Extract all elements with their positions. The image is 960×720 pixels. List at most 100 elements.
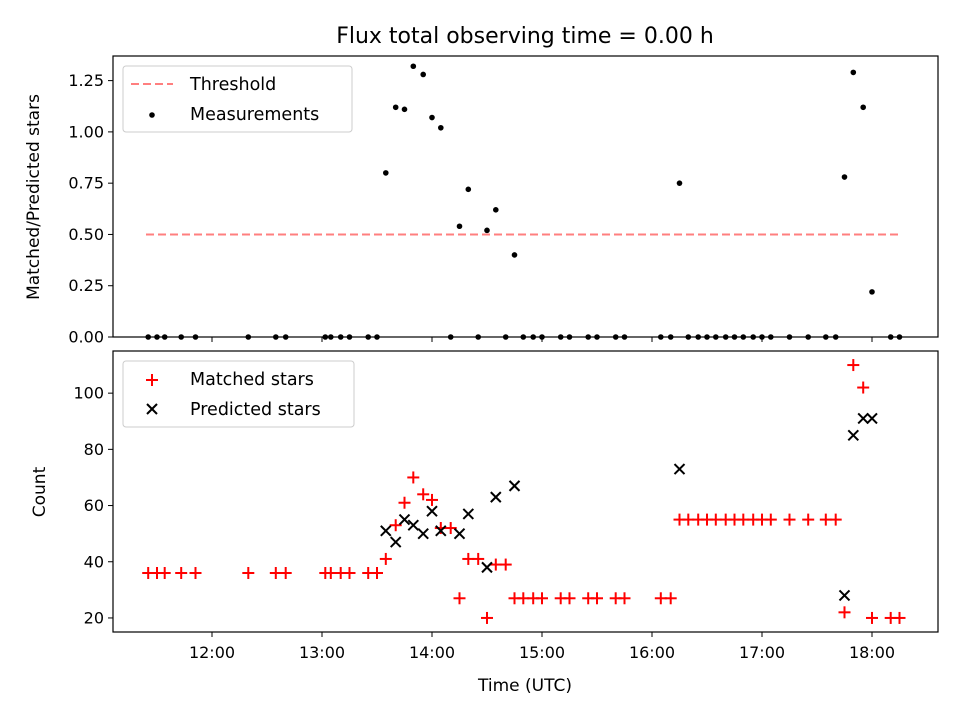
matched-stars-point [379,552,392,565]
top-y-tick-label: 0.50 [68,225,104,244]
top-x-ticks [211,337,873,342]
x-tick-label: 13:00 [299,643,345,662]
measurements-point [365,334,372,340]
bottom-panel-marks [142,359,906,624]
measurements-point [850,69,857,76]
matched-stars-point [279,566,292,579]
predicted-stars-point [417,527,429,540]
measurements-point [447,334,454,340]
predicted-stars-point [838,589,851,602]
bottom-y-tick-label: 40 [84,552,104,571]
bottom-legend: Matched stars Predicted stars [122,360,355,428]
matched-stars-point [857,381,870,394]
bottom-y-tick-label: 80 [84,440,104,459]
measurements-point [346,334,353,340]
measurements-point [420,71,427,78]
top-y-axis-label: Matched/Predicted stars [24,94,44,300]
measurements-point [869,289,875,295]
chart-title: Flux total observing time = 0.00 h [336,24,714,49]
top-y-tick-label: 0.00 [68,328,104,347]
bottom-y-tick-label: 20 [84,608,104,627]
predicted-stars-point [407,519,420,531]
measurements-point [475,334,482,340]
measurements-point [322,334,329,340]
measurements-point [429,114,435,121]
matched-stars-point [371,566,383,579]
matched-stars-point [499,558,512,571]
measurements-point [704,334,710,340]
predicted-stars-point [380,525,392,537]
matched-stars-point [407,471,420,484]
matched-stars-point [802,513,815,526]
bottom-panel: 20 40 60 80 100 12:00 13:00 14:00 15:00 16:00 17:… [30,350,939,696]
measurements-point [750,334,756,340]
predicted-stars-point [462,508,475,520]
measurements-point [192,334,199,340]
top-legend: Threshold Measurements [122,65,353,133]
measurements-point [502,334,509,340]
matched-stars-point [444,522,457,535]
matched-stars-point [158,566,171,579]
matched-stars-point [829,513,842,526]
top-y-tick-label: 1.25 [68,71,104,90]
x-tick-label: 15:00 [519,643,565,662]
measurements-point [612,334,619,340]
x-axis-label: Time (UTC) [477,676,572,696]
top-panel: 0.00 0.25 0.50 0.75 1.00 1.25 Matched/Predict… [24,55,939,347]
matched-stars-point [472,552,485,565]
predicted-stars-point [398,513,411,526]
legend-measurements-swatch [149,112,155,118]
measurements-point [667,334,674,340]
matched-stars-point [783,513,796,526]
legend-matched-label: Matched stars [190,370,314,390]
matched-stars-point [343,566,356,579]
measurements-point [713,334,719,340]
predicted-stars-point [857,412,869,425]
matched-stars-point [481,611,493,624]
matched-stars-point [453,592,466,605]
measurements-point [245,334,252,340]
bottom-panel-frame [112,350,939,633]
measurements-point [392,104,399,111]
predicted-stars-point [847,429,860,442]
matched-stars-point [664,592,677,605]
matched-stars-point [591,592,603,605]
matched-stars-point [893,611,906,624]
matched-stars-point [764,513,777,526]
measurements-point [731,334,738,340]
bottom-y-tick-label: 60 [84,496,104,515]
top-panel-marks [145,63,903,340]
measurements-point [722,334,729,340]
legend-predicted-label: Predicted stars [190,400,321,420]
matched-stars-point [398,496,411,509]
measurements-point [456,223,463,230]
measurements-point [401,106,408,113]
measurements-point [832,334,839,340]
measurements-point [493,207,499,213]
x-tick-label: 16:00 [629,643,675,662]
top-legend-frame [122,65,353,133]
measurements-point [511,252,518,258]
bottom-y-axis-label: Count [30,466,50,517]
measurements-point [145,334,151,340]
measurements-point [676,180,683,186]
measurements-point [273,334,279,340]
matched-stars-point [389,519,402,532]
measurements-point [740,334,747,340]
predicted-stars-point [481,561,493,574]
matched-stars-point [563,592,576,605]
measurements-point [768,334,774,340]
measurements-point [621,334,628,340]
measurements-point [383,170,389,176]
legend-predicted-swatch [146,403,158,415]
bottom-y-ticks: 20 40 60 80 100 [73,384,113,627]
legend-matched-swatch [146,374,158,386]
x-tick-label: 14:00 [409,643,455,662]
matched-stars-point [189,566,202,579]
measurements-point [520,334,527,340]
matched-stars-point [618,592,631,605]
matched-stars-point [417,488,430,501]
measurements-point [860,104,866,111]
measurements-point [695,334,701,340]
legend-measurements-label: Measurements [190,105,319,125]
